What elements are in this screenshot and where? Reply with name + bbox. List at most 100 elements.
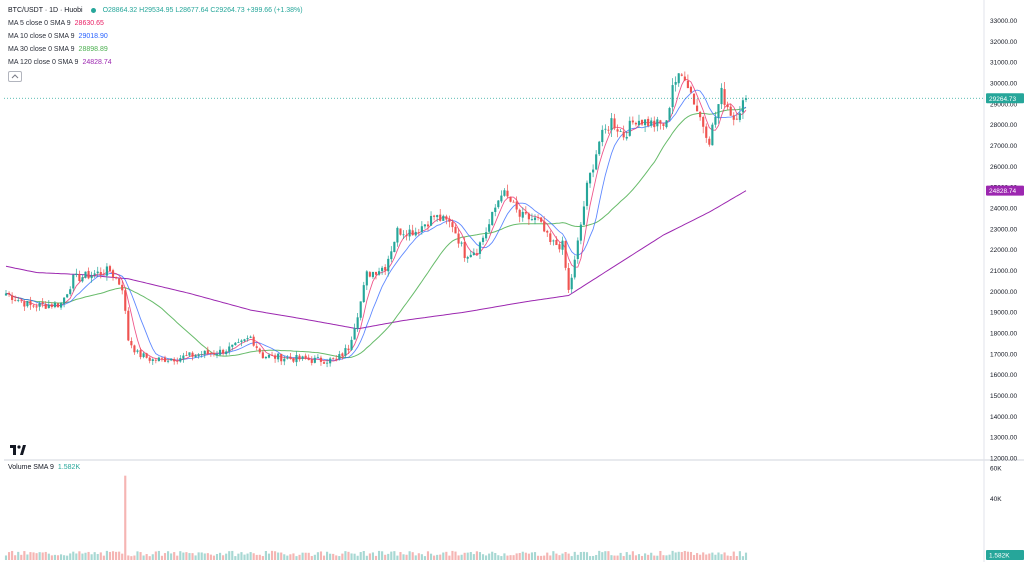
candle-body [457,233,460,244]
indicator-ma30[interactable]: MA 30 close 0 SMA 9 28898.89 [8,43,303,56]
price-axis-tick: 12000.00 [990,456,1017,463]
volume-legend[interactable]: Volume SMA 9 1.582K [8,464,80,471]
candle-body [533,217,537,221]
candle-body [396,227,399,243]
volume-bar [481,554,485,560]
volume-bar [344,551,347,560]
candle-body [99,271,102,275]
indicator-ma120[interactable]: MA 120 close 0 SMA 9 24828.74 [8,56,303,69]
volume-bar [246,553,249,560]
volume-bar [497,555,500,560]
volume-bar [32,552,35,560]
volume-bar [393,551,396,560]
candle-body [680,74,683,76]
candle-body [595,154,598,170]
candle-body [274,355,277,359]
indicator-value: 29018.90 [78,33,108,40]
candle-body [289,356,292,359]
candle-body [72,274,75,289]
candle-body [665,120,668,128]
volume-value: 1.582K [57,464,81,471]
price-axis-tick: 29000.00 [990,101,1017,108]
candle-body [11,295,14,300]
volume-bar [50,555,53,560]
candle-body [393,241,396,253]
volume-bar [215,554,219,560]
candle-body [426,224,430,227]
volume-bar [197,552,200,560]
volume-bar [500,556,503,560]
volume-bar [332,553,335,560]
candle-body [576,240,579,260]
candle-body [344,348,347,356]
volume-bar [442,552,445,560]
volume-bar [286,555,289,560]
candle-body [429,215,433,226]
tradingview-logo[interactable] [10,442,26,460]
candle-body [689,86,693,93]
volume-bar [738,551,741,560]
volume-bar [310,556,313,560]
candle-body [512,201,515,203]
indicator-ma5[interactable]: MA 5 close 0 SMA 9 28630.65 [8,17,303,30]
candle-body [295,354,298,363]
candle-body [371,271,375,278]
volume-bar [313,554,316,560]
candle-body [151,359,154,362]
volume-bar [436,554,439,560]
volume-bar [341,553,344,560]
volume-bar [411,552,414,560]
collapse-legend-button[interactable] [8,71,22,82]
volume-bar [261,556,264,560]
candle-body [203,350,206,355]
symbol-title[interactable]: BTC/USDT · 1D · Huobi [8,7,83,14]
volume-bar [588,556,592,560]
volume-bar [47,553,50,560]
volume-bar [705,554,708,560]
volume-bar [744,552,748,560]
candle-body [249,336,252,338]
price-axis-tick: 16000.00 [990,372,1017,379]
candle-body [445,216,448,220]
candle-body [521,211,524,218]
candle-body [601,129,604,143]
market-status-dot [90,8,96,13]
volume-bar [59,554,63,560]
candle-body [384,267,387,271]
volume-bar [540,555,543,560]
volume-bar [44,551,47,560]
candle-body [111,270,115,278]
candle-body [647,118,650,126]
candle-body [732,115,735,120]
candle-body [668,108,671,120]
candle-body [78,273,81,282]
candle-body [142,353,145,358]
volume-bar [732,551,735,560]
candle-body [481,237,485,242]
volume-bar [622,556,625,560]
volume-bar [702,552,705,560]
indicator-label: MA 10 close 0 SMA 9 [8,33,75,40]
candle-body [32,305,35,307]
volume-bar [243,554,246,560]
candle-body [500,195,503,202]
volume-bar [674,552,677,560]
candle-body [717,104,720,118]
candle-body [686,80,689,89]
volume-bar [533,552,537,560]
candle-body [166,360,170,362]
candle-body [729,106,732,116]
candle-body [540,217,543,222]
ma30-line [5,107,747,359]
price-axis-tick: 15000.00 [990,393,1017,400]
candle-body [261,352,264,359]
candle-body [130,340,133,346]
candle-body [286,357,289,359]
volume-bar [212,555,216,560]
candle-body [228,346,231,352]
indicator-ma10[interactable]: MA 10 close 0 SMA 9 29018.90 [8,30,303,43]
candle-body [118,278,121,285]
volume-bar [429,553,433,560]
volume-bar [319,551,323,560]
